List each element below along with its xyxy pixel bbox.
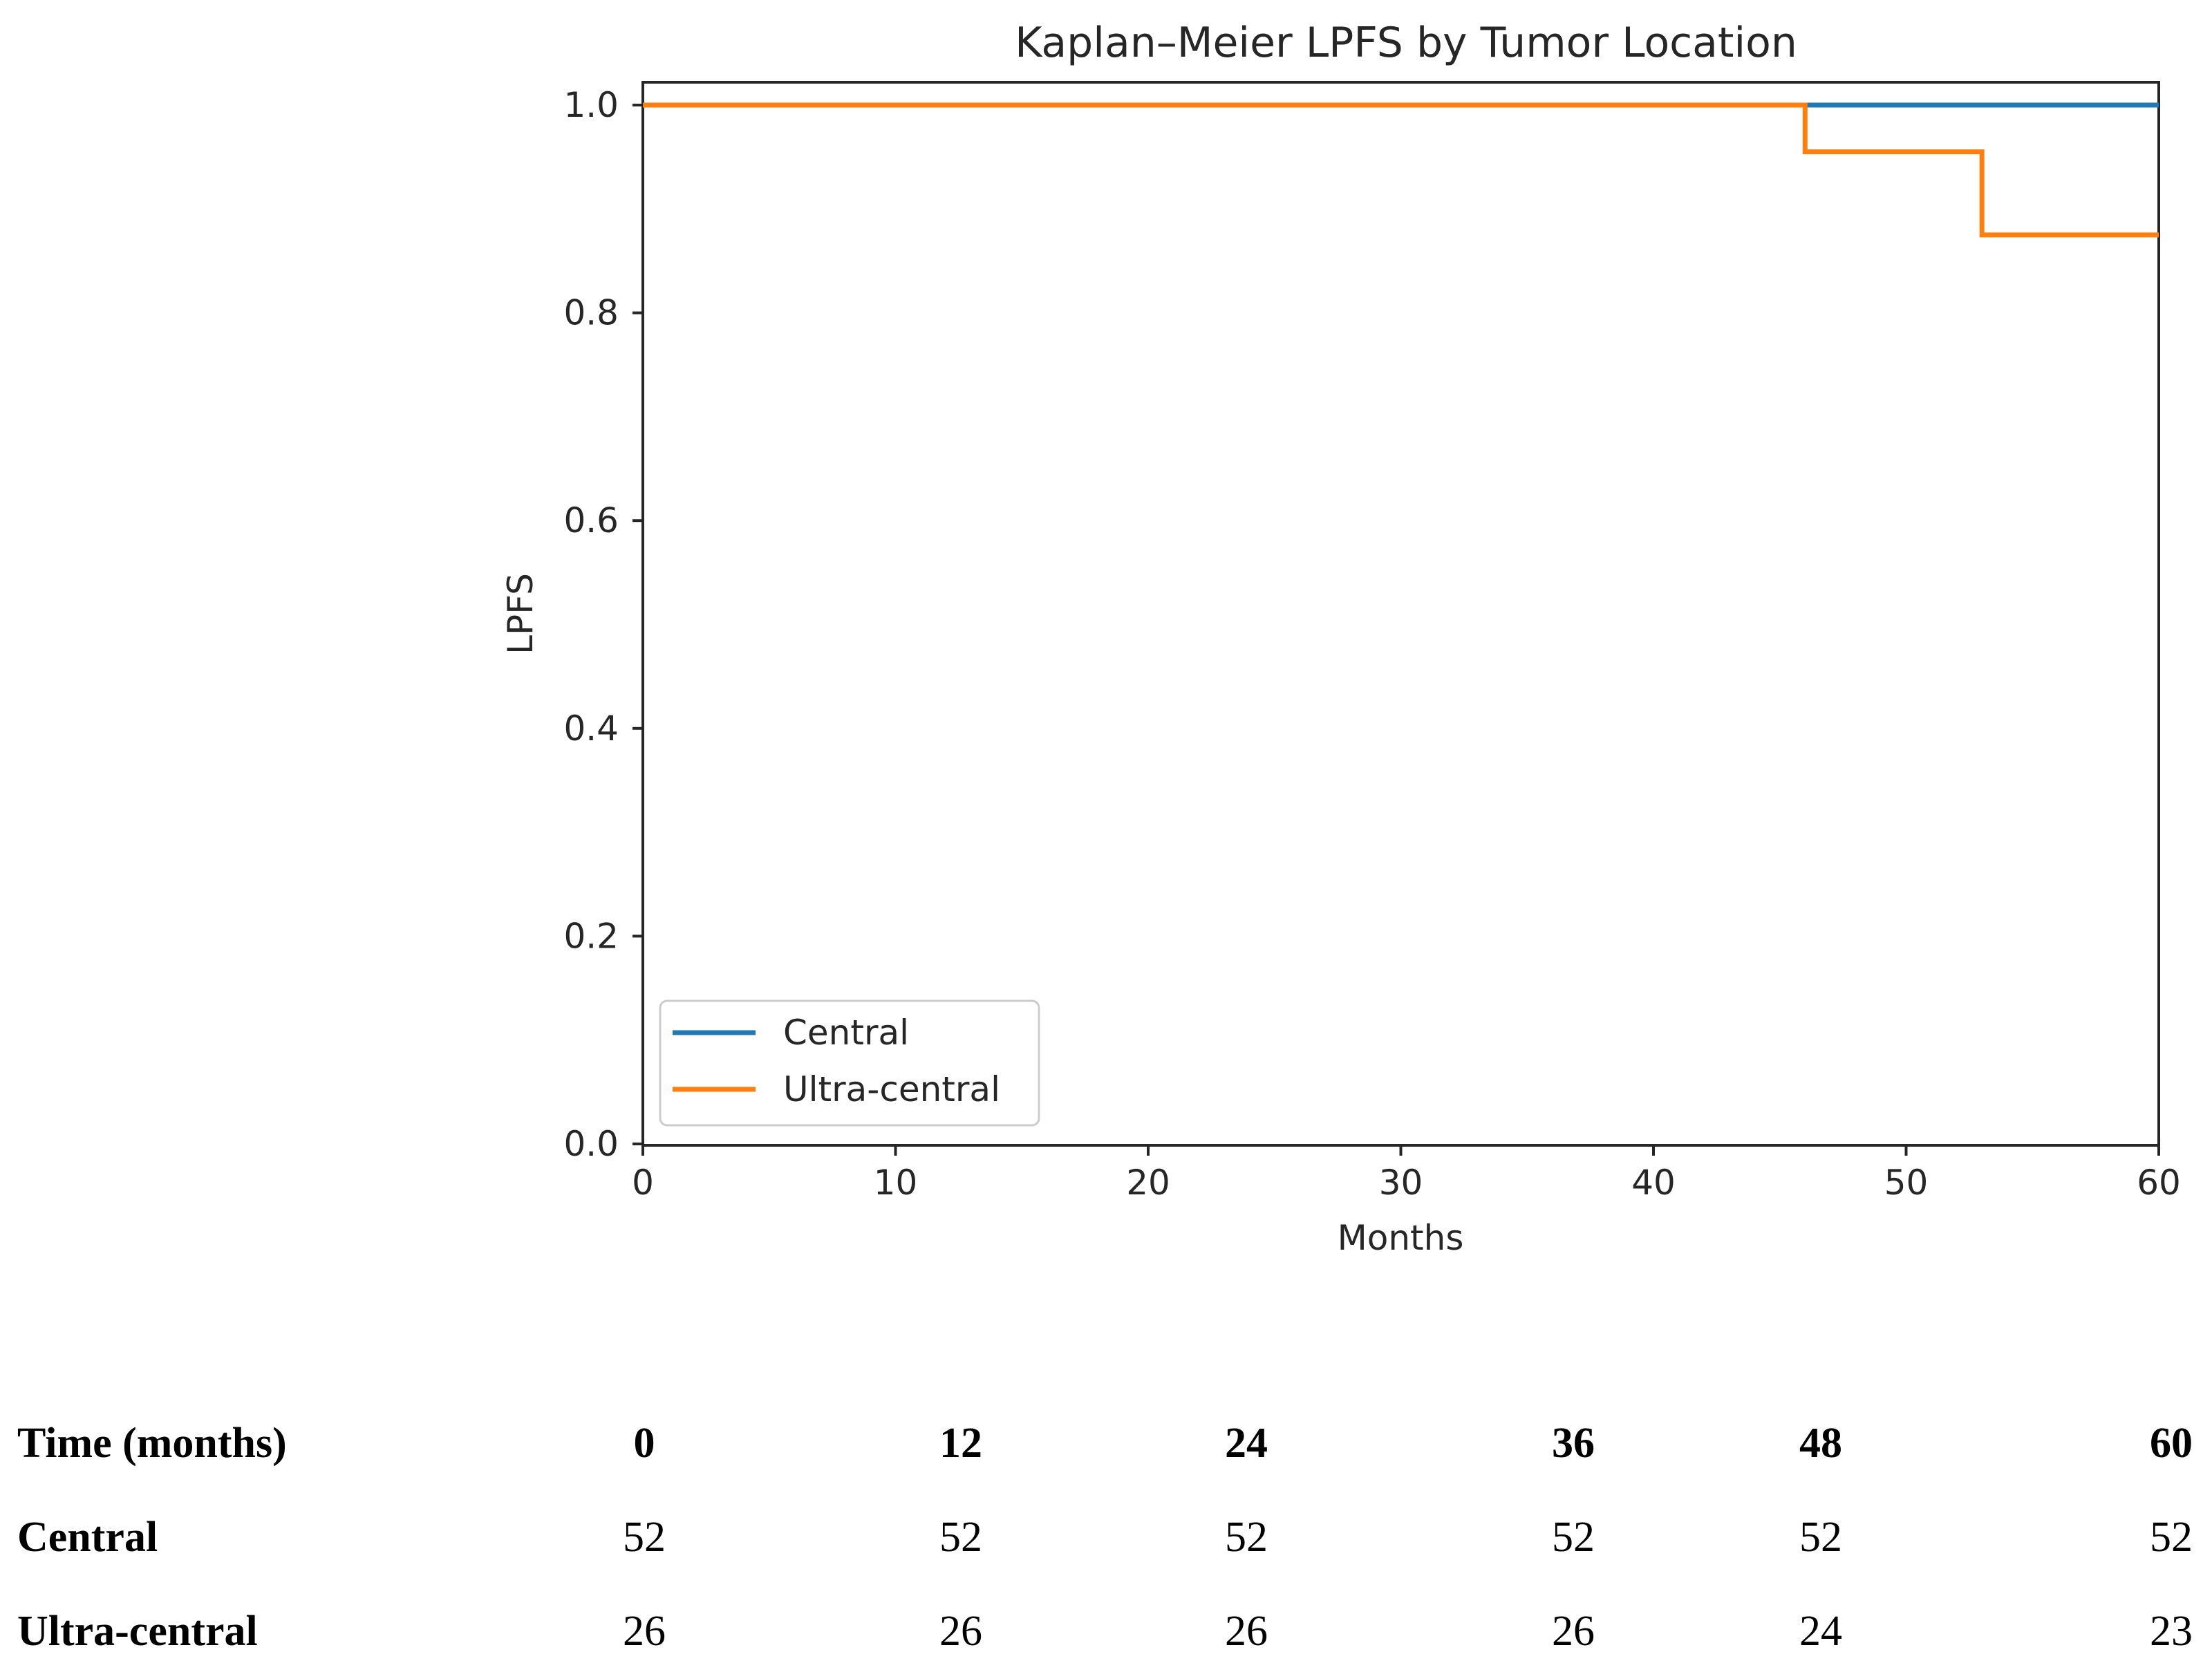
risk-table-count-cell: 52 xyxy=(623,1514,666,1561)
x-tick-label: 30 xyxy=(1379,1163,1423,1203)
plot-area-frame xyxy=(641,81,2160,1147)
risk-table-count-cell: 26 xyxy=(1552,1608,1595,1655)
risk-table-row-label-ultra-central: Ultra-central xyxy=(17,1608,258,1655)
x-tick-label: 10 xyxy=(874,1163,918,1203)
risk-table-count-cell: 52 xyxy=(1552,1514,1595,1561)
risk-table-time-cell: 48 xyxy=(1799,1420,1842,1467)
y-tick-label: 0.8 xyxy=(563,293,619,333)
legend: Central Ultra-central xyxy=(659,999,1040,1127)
risk-table: Time (months) Central Ultra-central 0 12 2… xyxy=(17,1420,2193,1655)
risk-table-count-cell: 52 xyxy=(2150,1514,2193,1561)
risk-table-count-cell: 26 xyxy=(939,1608,982,1655)
y-tick-label: 1.0 xyxy=(563,85,619,125)
risk-table-cells: 0 12 24 36 48 60 52 52 52 52 52 52 26 26 26 26 24 23 xyxy=(623,1420,2193,1655)
risk-table-count-cell: 23 xyxy=(2150,1608,2193,1655)
risk-table-time-cell: 60 xyxy=(2150,1420,2193,1467)
y-tick-label: 0.4 xyxy=(563,708,619,749)
series-line-ultra-central xyxy=(643,102,2159,238)
x-tick-label: 50 xyxy=(1884,1163,1929,1203)
y-tick-label: 0.0 xyxy=(563,1124,619,1164)
legend-label-ultra-central: Ultra-central xyxy=(783,1069,1000,1109)
risk-table-time-cell: 12 xyxy=(939,1420,982,1467)
y-axis-ticks: 0.0 0.2 0.4 0.6 0.8 1.0 xyxy=(563,85,643,1164)
y-tick-label: 0.6 xyxy=(563,500,619,541)
legend-label-central: Central xyxy=(783,1013,909,1053)
risk-table-header-label: Time (months) xyxy=(17,1420,287,1467)
y-tick-label: 0.2 xyxy=(563,916,619,956)
chart-title: Kaplan–Meier LPFS by Tumor Location xyxy=(1015,19,1797,67)
risk-table-count-cell: 52 xyxy=(1225,1514,1268,1561)
risk-table-count-cell: 52 xyxy=(939,1514,982,1561)
risk-table-count-cell: 24 xyxy=(1799,1608,1842,1655)
risk-table-count-cell: 26 xyxy=(1225,1608,1268,1655)
x-axis-label: Months xyxy=(1338,1218,1464,1258)
x-tick-label: 20 xyxy=(1126,1163,1170,1203)
series-layer xyxy=(643,102,2159,238)
x-axis-ticks: 0 10 20 30 40 50 60 xyxy=(632,1145,2181,1203)
x-tick-label: 0 xyxy=(632,1163,654,1203)
y-axis-label: LPFS xyxy=(500,573,541,655)
risk-table-time-cell: 0 xyxy=(634,1420,655,1467)
x-tick-label: 40 xyxy=(1631,1163,1676,1203)
risk-table-time-cell: 24 xyxy=(1225,1420,1268,1467)
risk-table-count-cell: 52 xyxy=(1799,1514,1842,1561)
risk-table-count-cell: 26 xyxy=(623,1608,666,1655)
risk-table-time-cell: 36 xyxy=(1552,1420,1595,1467)
risk-table-row-label-central: Central xyxy=(17,1514,158,1561)
x-tick-label: 60 xyxy=(2137,1163,2181,1203)
